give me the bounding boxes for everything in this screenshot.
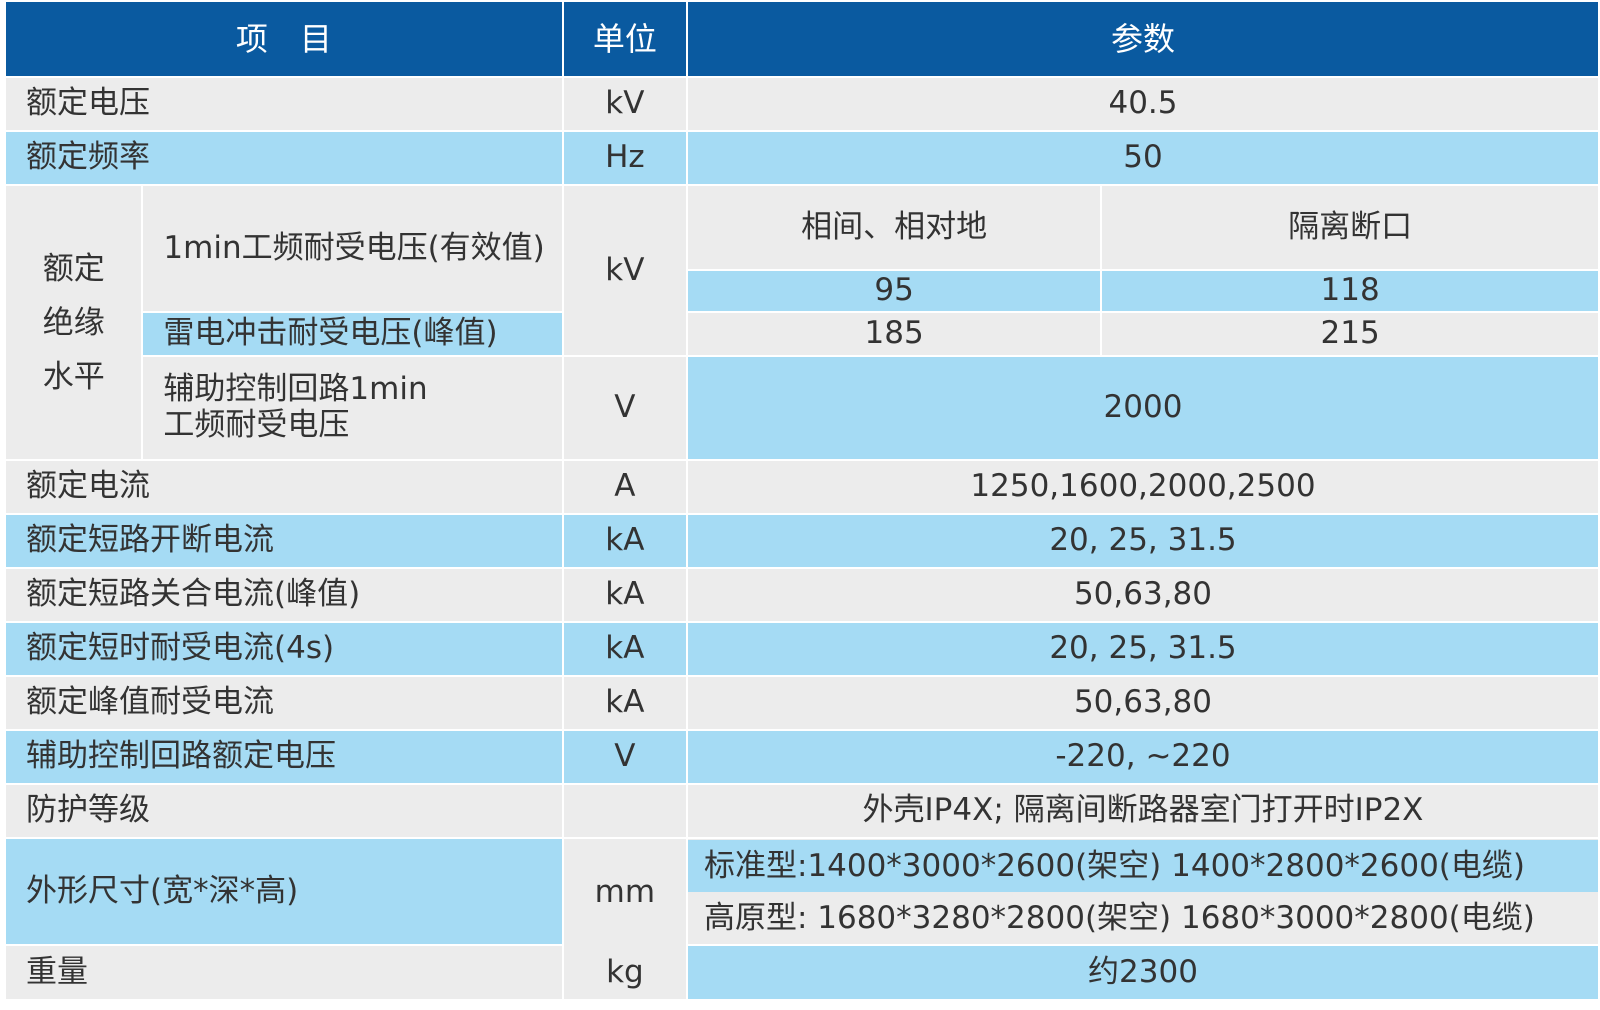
item-short-circuit-breaking: 额定短路开断电流 xyxy=(4,513,564,569)
header-unit: 单位 xyxy=(561,0,688,78)
item-lightning-impulse: 雷电冲击耐受电压(峰值) xyxy=(141,311,564,357)
item-short-time-withstand: 额定短时耐受电流(4s) xyxy=(4,621,564,677)
item-short-circuit-making: 额定短路关合电流(峰值) xyxy=(4,567,564,623)
value-lightning-isolation: 215 xyxy=(1100,311,1600,357)
unit-aux-withstand: V xyxy=(561,355,688,461)
item-rated-frequency: 额定频率 xyxy=(4,130,564,186)
table-row: 雷电冲击耐受电压(峰值) 185 215 xyxy=(5,311,1600,357)
unit-peak-withstand: kA xyxy=(561,675,688,731)
table-row: 辅助控制回路1min 工频耐受电压 V 2000 xyxy=(5,355,1600,461)
table-row: 额定峰值耐受电流 kA 50,63,80 xyxy=(4,675,1600,731)
value-rated-voltage: 40.5 xyxy=(685,76,1600,132)
table-row: 额定短时耐受电流(4s) kA 20, 25, 31.5 xyxy=(4,621,1600,677)
item-peak-withstand: 额定峰值耐受电流 xyxy=(4,675,564,731)
value-rated-frequency: 50 xyxy=(685,130,1600,186)
insulation-group-label: 额定 绝缘 水平 xyxy=(3,184,144,461)
table-row: 95 118 xyxy=(5,269,1600,313)
table-row: 额定电流 A 1250,1600,2000,2500 xyxy=(4,459,1600,515)
value-rated-current: 1250,1600,2000,2500 xyxy=(685,459,1600,515)
unit-dimensions: mm kg xyxy=(561,837,688,1001)
specification-table: 项 目 单位 参数 额定电压 kV 40.5 额定频率 Hz 50 额定 绝缘 … xyxy=(3,0,1600,1001)
item-protection-class: 防护等级 xyxy=(4,783,564,839)
unit-short-circuit-making: kA xyxy=(561,567,688,623)
unit-rated-voltage: kV xyxy=(561,76,688,132)
value-short-circuit-making: 50,63,80 xyxy=(685,567,1600,623)
unit-weight: kg xyxy=(606,954,644,990)
value-aux-withstand: 2000 xyxy=(685,355,1600,461)
value-protection-class: 外壳IP4X; 隔离间断路器室门打开时IP2X xyxy=(685,783,1600,839)
item-rated-current: 额定电流 xyxy=(4,459,564,515)
unit-protection-class xyxy=(561,783,688,839)
value-short-time-withstand: 20, 25, 31.5 xyxy=(685,621,1600,677)
table-row: 重量 约2300 xyxy=(4,944,1600,1001)
dimensions-standard: 标准型:1400*3000*2600(架空) 1400*2800*2600(电缆… xyxy=(688,840,1597,892)
value-dimensions: 标准型:1400*3000*2600(架空) 1400*2800*2600(电缆… xyxy=(685,836,1600,947)
value-peak-withstand: 50,63,80 xyxy=(685,675,1600,731)
subheader-isolation: 隔离断口 xyxy=(1100,184,1600,271)
table-row: 额定短路开断电流 kA 20, 25, 31.5 xyxy=(4,513,1600,569)
unit-insulation-kv: kV xyxy=(561,184,688,357)
item-power-frequency-withstand: 1min工频耐受电压(有效值) xyxy=(141,184,564,313)
item-aux-rated-voltage: 辅助控制回路额定电压 xyxy=(4,729,564,785)
dimensions-plateau: 高原型: 1680*3280*2800(架空) 1680*3000*2800(电… xyxy=(688,891,1597,944)
unit-short-time-withstand: kA xyxy=(561,621,688,677)
value-power-frequency-phase: 95 xyxy=(685,269,1103,313)
unit-aux-rated-voltage: V xyxy=(561,729,688,785)
table-header-row: 项 目 单位 参数 xyxy=(4,0,1600,78)
table-row: 额定电压 kV 40.5 xyxy=(4,76,1600,132)
value-weight: 约2300 xyxy=(685,944,1600,1001)
table-row: 额定频率 Hz 50 xyxy=(4,130,1600,186)
table-row: 辅助控制回路额定电压 V -220, ~220 xyxy=(4,729,1600,785)
unit-rated-current: A xyxy=(561,459,688,515)
unit-short-circuit-breaking: kA xyxy=(561,513,688,569)
unit-rated-frequency: Hz xyxy=(561,130,688,186)
table-row: 外形尺寸(宽*深*高) mm kg 标准型:1400*3000*2600(架空)… xyxy=(4,836,1600,1001)
item-rated-voltage: 额定电压 xyxy=(4,76,564,132)
header-parameters: 参数 xyxy=(685,0,1600,78)
value-power-frequency-isolation: 118 xyxy=(1100,269,1600,313)
value-short-circuit-breaking: 20, 25, 31.5 xyxy=(685,513,1600,569)
subheader-phase: 相间、相对地 xyxy=(685,184,1103,271)
value-aux-rated-voltage: -220, ~220 xyxy=(685,729,1600,785)
item-weight: 重量 xyxy=(4,944,564,1001)
table-row: 额定短路关合电流(峰值) kA 50,63,80 xyxy=(4,567,1600,623)
item-dimensions: 外形尺寸(宽*深*高) xyxy=(4,836,564,947)
table-row: 额定 绝缘 水平 1min工频耐受电压(有效值) kV 相间、相对地 隔离断口 xyxy=(3,184,1600,461)
item-aux-withstand: 辅助控制回路1min 工频耐受电压 xyxy=(141,355,564,461)
table-row: 防护等级 外壳IP4X; 隔离间断路器室门打开时IP2X xyxy=(4,783,1600,839)
header-item: 项 目 xyxy=(4,0,564,78)
value-lightning-phase: 185 xyxy=(685,311,1103,357)
